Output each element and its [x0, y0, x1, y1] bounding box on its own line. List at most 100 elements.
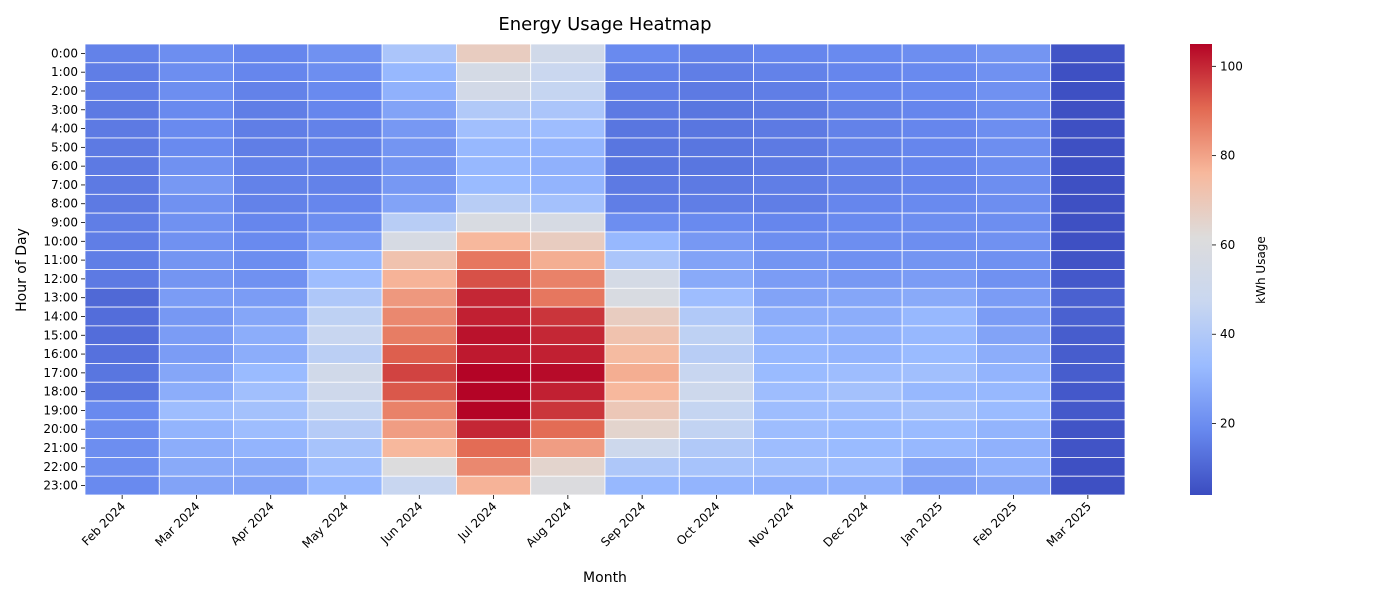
heatmap-cell [678, 457, 754, 477]
heatmap-cell [84, 250, 160, 270]
y-tick-label: 5:00 [51, 140, 78, 154]
x-tick-label: Dec 2024 [821, 499, 872, 550]
heatmap-cell [901, 400, 977, 421]
x-axis-label: Month [583, 570, 627, 586]
y-tick-label: 11:00 [43, 253, 78, 267]
heatmap-cell [84, 62, 160, 82]
heatmap-cell [976, 344, 1052, 364]
heatmap-cell [307, 43, 383, 64]
heatmap-cell [1050, 457, 1126, 477]
heatmap-cell [753, 193, 829, 214]
heatmap-cell [678, 81, 754, 101]
heatmap-cells [84, 43, 1126, 496]
heatmap-cell [827, 81, 903, 101]
heatmap-cell [233, 137, 309, 158]
heatmap-cell [233, 475, 309, 496]
heatmap-cell [233, 62, 309, 82]
y-tick-label: 6:00 [51, 159, 78, 173]
heatmap-cell [233, 381, 309, 402]
heatmap-cell [381, 457, 457, 477]
heatmap-cell [753, 250, 829, 270]
heatmap-cell [381, 438, 457, 458]
colorbar-tick-label: 20 [1220, 417, 1235, 431]
heatmap-cell [84, 175, 160, 195]
heatmap-cell [158, 325, 234, 346]
colorbar [1190, 44, 1212, 495]
heatmap-cell [84, 287, 160, 308]
heatmap-cell [976, 231, 1052, 252]
heatmap-cell [456, 175, 532, 195]
heatmap-cell [307, 250, 383, 270]
heatmap-cell [604, 457, 680, 477]
heatmap-cell [530, 438, 606, 458]
heatmap-cell [381, 156, 457, 176]
heatmap-cell [1050, 438, 1126, 458]
heatmap-cell [901, 250, 977, 270]
heatmap-cell [381, 400, 457, 421]
heatmap-cell [456, 363, 532, 383]
heatmap-cell [456, 62, 532, 82]
heatmap-cell [1050, 231, 1126, 252]
heatmap-cell [381, 193, 457, 214]
heatmap-cell [530, 306, 606, 327]
heatmap-cell [84, 231, 160, 252]
y-tick-label: 21:00 [43, 441, 78, 455]
heatmap-cell [604, 175, 680, 195]
heatmap-cell [976, 475, 1052, 496]
heatmap-cell [158, 250, 234, 270]
heatmap-cell [976, 99, 1052, 120]
heatmap-cell [456, 137, 532, 158]
heatmap-cell [1050, 81, 1126, 101]
x-tick-label: Feb 2024 [79, 499, 128, 548]
heatmap-cell [233, 212, 309, 233]
heatmap-cell [753, 118, 829, 139]
heatmap-cell [456, 306, 532, 327]
heatmap-cell [158, 419, 234, 440]
heatmap-cell [456, 457, 532, 477]
heatmap-cell [530, 156, 606, 176]
heatmap-cell [604, 381, 680, 402]
heatmap-cell [381, 62, 457, 82]
colorbar-tick-label: 80 [1220, 149, 1235, 163]
heatmap-cell [827, 475, 903, 496]
heatmap-cell [381, 269, 457, 289]
y-tick-label: 20:00 [43, 422, 78, 436]
heatmap-cell [678, 438, 754, 458]
heatmap-cell [1050, 475, 1126, 496]
heatmap-cell [530, 137, 606, 158]
heatmap-cell [827, 344, 903, 364]
heatmap-cell [158, 475, 234, 496]
heatmap-cell [307, 400, 383, 421]
heatmap-cell [753, 325, 829, 346]
heatmap-cell [158, 175, 234, 195]
heatmap-cell [827, 400, 903, 421]
heatmap-cell [456, 419, 532, 440]
heatmap-cell [381, 137, 457, 158]
heatmap-cell [381, 306, 457, 327]
heatmap-cell [307, 212, 383, 233]
heatmap-cell [678, 175, 754, 195]
heatmap-cell [827, 43, 903, 64]
heatmap-cell [233, 175, 309, 195]
heatmap-cell [233, 419, 309, 440]
heatmap-cell [678, 212, 754, 233]
heatmap-cell [827, 438, 903, 458]
heatmap-cell [456, 99, 532, 120]
heatmap-cell [84, 344, 160, 364]
heatmap-cell [678, 193, 754, 214]
heatmap-cell [84, 156, 160, 176]
heatmap-cell [456, 325, 532, 346]
y-tick-label: 1:00 [51, 65, 78, 79]
heatmap-cell [976, 287, 1052, 308]
x-tick-label: Aug 2024 [523, 499, 574, 550]
heatmap-cell [976, 457, 1052, 477]
heatmap-cell [307, 118, 383, 139]
heatmap-cell [976, 81, 1052, 101]
heatmap-cell [530, 81, 606, 101]
heatmap-cell [1050, 344, 1126, 364]
heatmap-cell [604, 137, 680, 158]
y-tick-label: 14:00 [43, 309, 78, 323]
heatmap-cell [976, 381, 1052, 402]
heatmap-cell [158, 118, 234, 139]
x-tick-label: Oct 2024 [674, 499, 723, 548]
